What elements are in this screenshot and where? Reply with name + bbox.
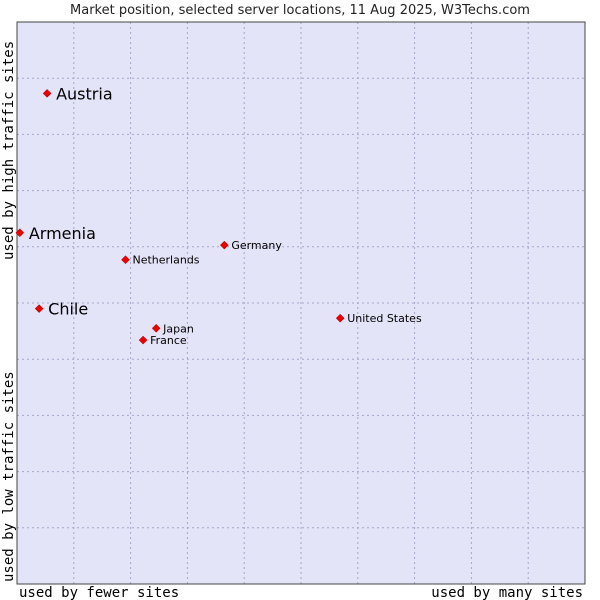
point-label: United States [347,312,422,325]
point-japan: Japan [151,322,194,335]
point-marker [335,313,345,323]
x-axis-label-right: used by many sites [431,585,583,600]
point-label: Chile [48,300,88,319]
data-points: Austria Armenia Chile Germany Netherlands Uni… [15,84,422,347]
point-chile: Chile [34,300,88,319]
chart-title: Market position, selected server locatio… [70,3,530,18]
point-marker [219,240,229,250]
point-label: Netherlands [132,254,199,267]
point-germany: Germany [219,239,282,252]
x-axis-label-left: used by fewer sites [19,585,179,600]
point-netherlands: Netherlands [121,254,200,267]
point-marker [15,228,25,238]
point-marker [121,255,130,265]
y-axis-label-top: used by high traffic sites [1,41,17,260]
point-label: Armenia [29,224,96,243]
point-marker [138,335,148,345]
point-marker [42,89,52,98]
plot-border [16,21,586,585]
grid-lines [17,22,585,584]
point-label: Japan [162,322,194,335]
point-label: France [150,334,187,347]
point-austria: Austria [42,84,113,103]
point-label: Austria [56,84,113,103]
point-marker [34,304,44,313]
point-label: Germany [231,239,282,252]
point-armenia: Armenia [15,224,96,243]
point-united-states: United States [335,312,422,325]
y-axis-label-bottom: used by low traffic sites [1,371,17,582]
point-marker [151,323,161,333]
point-france: France [138,334,187,347]
